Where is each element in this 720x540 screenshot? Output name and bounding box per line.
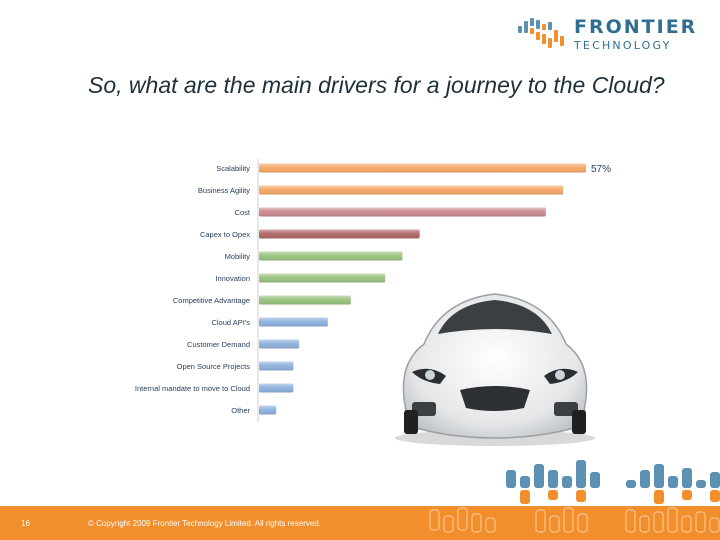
category-label: Other xyxy=(231,406,250,415)
bar-shading xyxy=(259,405,277,415)
category-label: Business Agility xyxy=(198,186,250,195)
bar-shading xyxy=(259,163,586,173)
sports-car-image xyxy=(395,293,595,446)
brand-name: FRONTIER xyxy=(574,16,698,38)
slide-title: So, what are the main drivers for a jour… xyxy=(88,72,665,98)
pixel-pattern-decoration xyxy=(425,460,720,527)
data-label: 57% xyxy=(591,164,611,175)
category-label: Customer Demand xyxy=(187,340,250,349)
category-label: Mobility xyxy=(225,252,251,261)
category-label: Internal mandate to move to Cloud xyxy=(135,384,250,393)
category-label: Cloud API's xyxy=(211,318,250,327)
drivers-bar-chart: Scalability 57% Business Agility Cost Capex … xyxy=(135,159,611,422)
brand-logo: FRONTIER TECHNOLOGY xyxy=(516,12,706,56)
bar-shading xyxy=(259,383,294,393)
category-label: Competitive Advantage xyxy=(173,296,250,305)
category-label: Innovation xyxy=(215,274,250,283)
page-number: 16 xyxy=(21,519,30,528)
bar-shading xyxy=(259,229,420,239)
category-label: Capex to Opex xyxy=(200,230,250,239)
footer-pixel-pattern xyxy=(429,507,720,533)
category-label: Scalability xyxy=(216,164,250,173)
bar-shading xyxy=(259,207,546,217)
footer-bar: 16 © Copyright 2009 Frontier Technology … xyxy=(0,506,720,540)
bar-shading xyxy=(259,295,351,305)
bar-shading xyxy=(259,251,403,261)
bar-shading xyxy=(259,339,300,349)
category-label: Cost xyxy=(235,208,251,217)
bar-shading xyxy=(259,185,564,195)
copyright-notice: © Copyright 2009 Frontier Technology Lim… xyxy=(88,519,321,528)
category-label: Open Source Projects xyxy=(177,362,251,371)
brand-subname: TECHNOLOGY xyxy=(574,39,672,52)
bar-shading xyxy=(259,273,386,283)
bar-shading xyxy=(259,361,294,371)
logo-pixel-icon xyxy=(518,18,564,48)
bar-shading xyxy=(259,317,328,327)
